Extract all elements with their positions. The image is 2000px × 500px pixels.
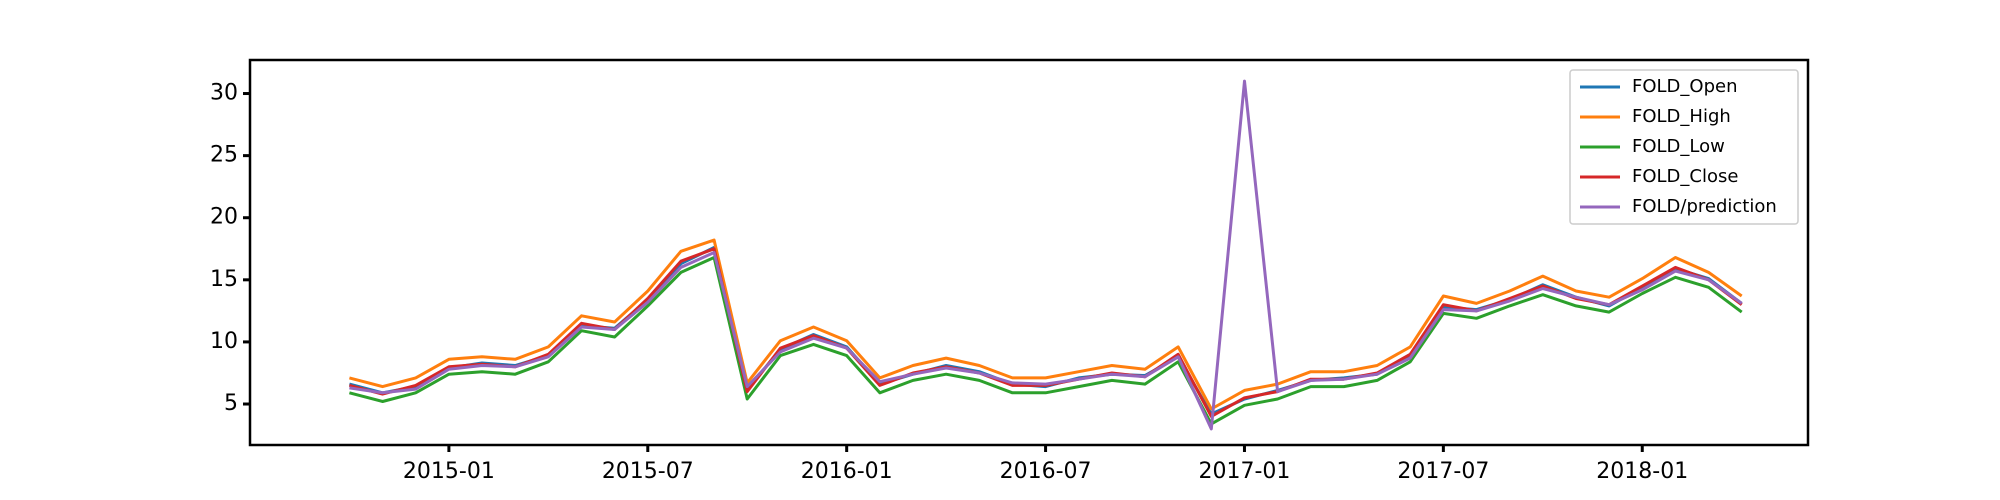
x-tick-label: 2018-01 <box>1596 459 1688 484</box>
legend-label: FOLD/prediction <box>1632 196 1777 217</box>
x-tick-label: 2015-01 <box>403 459 495 484</box>
y-tick-label: 20 <box>210 205 238 230</box>
data-line <box>349 238 1743 411</box>
x-tick-label: 2015-07 <box>602 459 694 484</box>
y-tick-label: 10 <box>210 329 238 354</box>
legend-label: FOLD_Low <box>1632 136 1725 157</box>
data-line <box>349 79 1743 431</box>
data-line <box>349 247 1743 418</box>
y-tick-label: 25 <box>210 143 238 168</box>
y-tick-label: 5 <box>224 391 238 416</box>
legend-box <box>1569 69 1799 225</box>
legend-label: FOLD_Open <box>1632 76 1738 97</box>
legend-label: FOLD_Close <box>1632 166 1738 187</box>
x-tick-label: 2016-01 <box>801 459 893 484</box>
y-tick-label: 15 <box>210 267 238 292</box>
legend: FOLD_Open FOLD_High FOLD_Low FOLD_Close FOLD… <box>1569 69 1799 225</box>
x-tick-label: 2016-07 <box>1000 459 1092 484</box>
x-tick-label: 2017-01 <box>1199 459 1291 484</box>
y-tick-label: 30 <box>210 81 238 106</box>
data-line <box>349 256 1743 426</box>
x-tick-label: 2017-07 <box>1397 459 1489 484</box>
data-line <box>349 246 1743 416</box>
legend-label: FOLD_High <box>1632 106 1731 127</box>
plot-frame <box>248 58 1810 447</box>
